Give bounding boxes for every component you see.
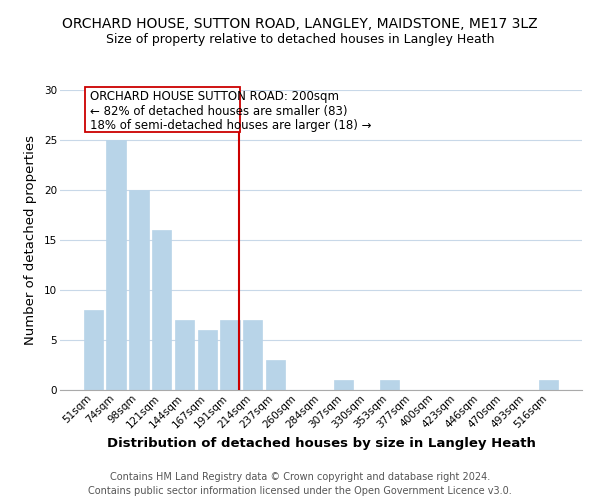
Y-axis label: Number of detached properties: Number of detached properties [24, 135, 37, 345]
Bar [106, 140, 126, 390]
Bar [175, 320, 194, 390]
Bar [243, 320, 262, 390]
Text: Size of property relative to detached houses in Langley Heath: Size of property relative to detached ho… [106, 32, 494, 46]
Bar [129, 190, 149, 390]
Bar [84, 310, 103, 390]
Bar [197, 330, 217, 390]
Text: ← 82% of detached houses are smaller (83): ← 82% of detached houses are smaller (83… [89, 104, 347, 118]
Bar [380, 380, 399, 390]
Text: 18% of semi-detached houses are larger (18) →: 18% of semi-detached houses are larger (… [89, 119, 371, 132]
Bar [266, 360, 285, 390]
Bar [539, 380, 558, 390]
Text: Contains public sector information licensed under the Open Government Licence v3: Contains public sector information licen… [88, 486, 512, 496]
Bar [220, 320, 239, 390]
X-axis label: Distribution of detached houses by size in Langley Heath: Distribution of detached houses by size … [107, 436, 535, 450]
Bar [152, 230, 172, 390]
Bar [334, 380, 353, 390]
Text: ORCHARD HOUSE, SUTTON ROAD, LANGLEY, MAIDSTONE, ME17 3LZ: ORCHARD HOUSE, SUTTON ROAD, LANGLEY, MAI… [62, 18, 538, 32]
FancyBboxPatch shape [85, 86, 240, 132]
Text: Contains HM Land Registry data © Crown copyright and database right 2024.: Contains HM Land Registry data © Crown c… [110, 472, 490, 482]
Text: ORCHARD HOUSE SUTTON ROAD: 200sqm: ORCHARD HOUSE SUTTON ROAD: 200sqm [89, 90, 338, 103]
